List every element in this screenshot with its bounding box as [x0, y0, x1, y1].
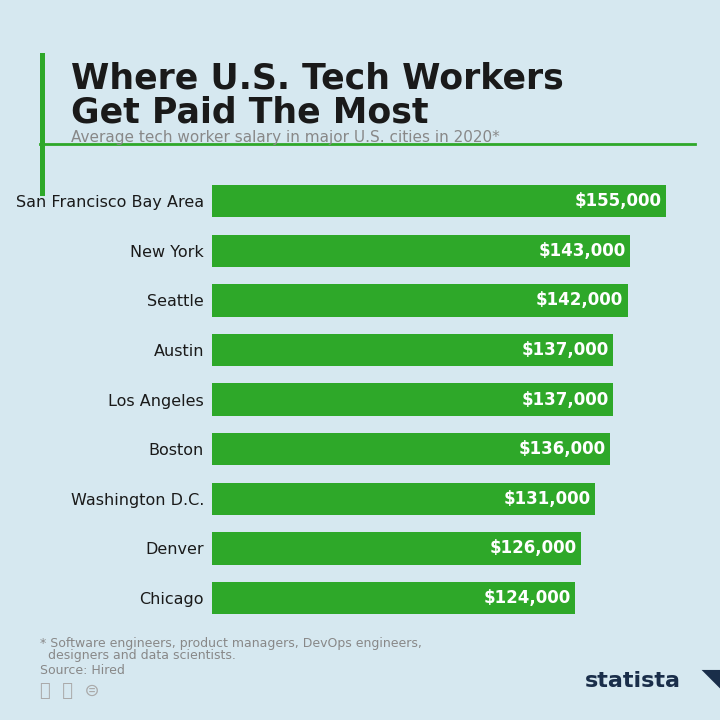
Text: * Software engineers, product managers, DevOps engineers,: * Software engineers, product managers, … — [40, 637, 421, 650]
Text: $136,000: $136,000 — [518, 440, 606, 458]
Text: $124,000: $124,000 — [483, 589, 570, 607]
Text: Source: Hired: Source: Hired — [40, 664, 125, 677]
Bar — [212, 582, 575, 614]
Text: $142,000: $142,000 — [536, 292, 624, 310]
Text: ◥: ◥ — [684, 667, 720, 691]
Text: statista: statista — [585, 671, 680, 691]
Text: Where U.S. Tech Workers: Where U.S. Tech Workers — [71, 61, 563, 95]
Text: $126,000: $126,000 — [490, 539, 577, 557]
Bar — [212, 185, 665, 217]
Bar — [212, 284, 628, 317]
Text: ⓒ  ⓘ  ⊜: ⓒ ⓘ ⊜ — [40, 682, 99, 700]
Text: Average tech worker salary in major U.S. cities in 2020*: Average tech worker salary in major U.S.… — [71, 130, 499, 145]
Text: Get Paid The Most: Get Paid The Most — [71, 95, 428, 129]
Text: $131,000: $131,000 — [504, 490, 591, 508]
Bar — [212, 235, 631, 267]
Bar — [212, 532, 581, 564]
Text: $155,000: $155,000 — [574, 192, 661, 210]
Bar — [212, 482, 595, 515]
Bar — [212, 433, 610, 465]
Bar — [212, 334, 613, 366]
Text: $137,000: $137,000 — [521, 390, 608, 409]
Bar — [212, 384, 613, 415]
Text: $143,000: $143,000 — [539, 242, 626, 260]
Text: designers and data scientists.: designers and data scientists. — [40, 649, 235, 662]
Text: $137,000: $137,000 — [521, 341, 608, 359]
